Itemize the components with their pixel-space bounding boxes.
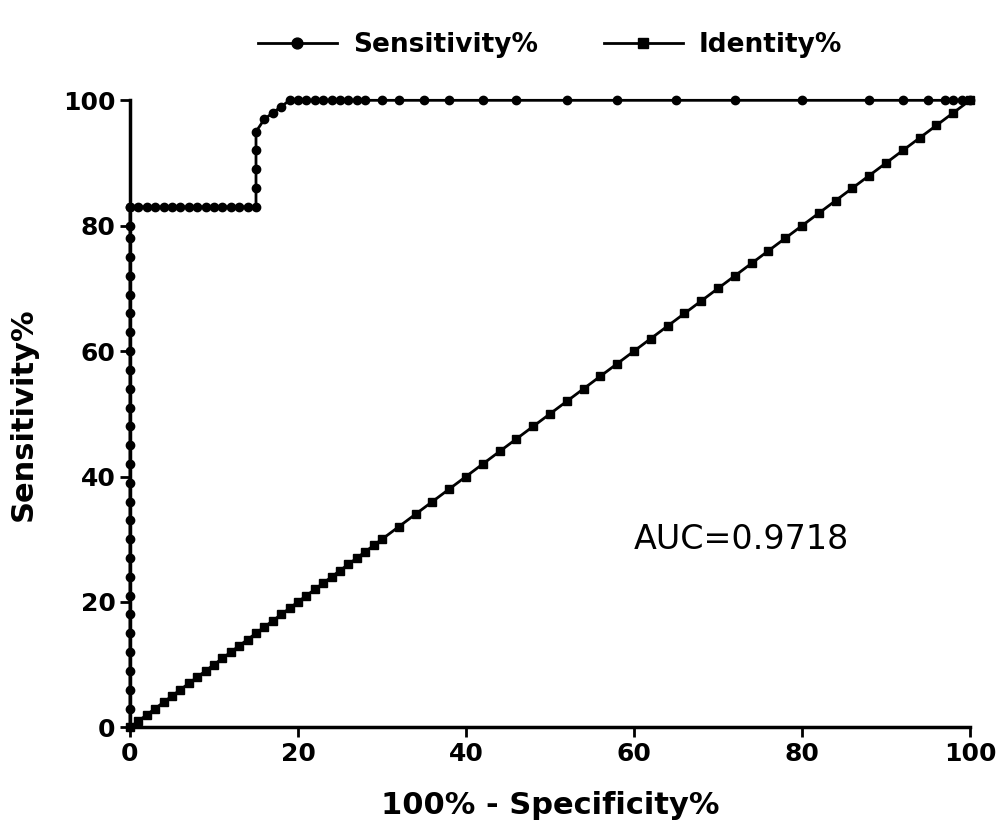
Line: Sensitivity%: Sensitivity%: [126, 96, 974, 732]
Y-axis label: Sensitivity%: Sensitivity%: [9, 307, 38, 521]
Identity%: [729, 271, 741, 281]
Sensitivity%: [729, 95, 741, 105]
Sensitivity%: [309, 95, 321, 105]
Identity%: [880, 158, 892, 168]
Sensitivity%: [964, 95, 976, 105]
Identity%: [292, 597, 304, 607]
Identity%: [124, 722, 136, 732]
Sensitivity%: [250, 126, 262, 136]
Text: AUC=0.9718: AUC=0.9718: [634, 522, 849, 556]
Sensitivity%: [284, 95, 296, 105]
Identity%: [258, 622, 270, 632]
Identity%: [964, 95, 976, 105]
Line: Identity%: Identity%: [126, 96, 974, 732]
Legend: Sensitivity%, Identity%: Sensitivity%, Identity%: [258, 32, 842, 58]
Sensitivity%: [250, 145, 262, 155]
Sensitivity%: [174, 201, 186, 212]
Sensitivity%: [124, 722, 136, 732]
Identity%: [208, 660, 220, 670]
Identity%: [359, 547, 371, 557]
Sensitivity%: [275, 101, 287, 111]
X-axis label: 100% - Specificity%: 100% - Specificity%: [381, 791, 719, 820]
